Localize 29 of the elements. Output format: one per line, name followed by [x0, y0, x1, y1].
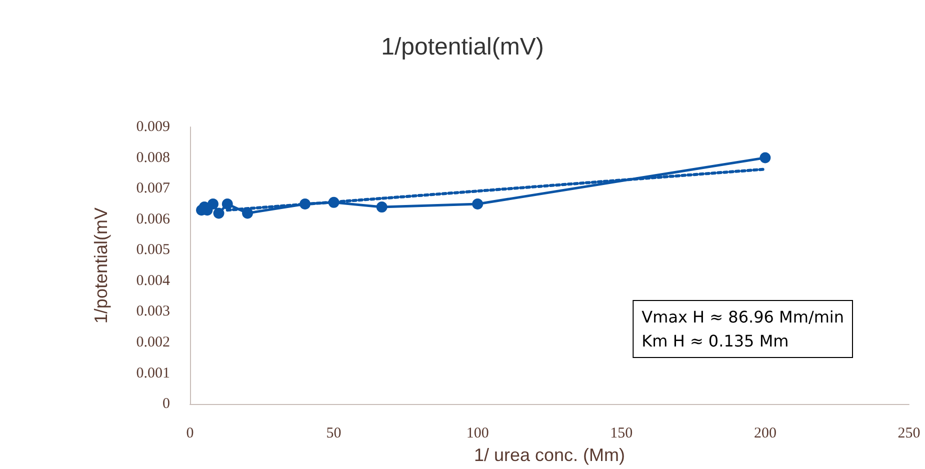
y-tick-label: 0.007: [136, 180, 170, 197]
point: [376, 202, 388, 213]
point: [213, 208, 224, 219]
y-tick-label: 0.002: [136, 334, 170, 351]
point: [300, 198, 311, 210]
point: [472, 198, 484, 210]
annotation: Vmax H ≈ 86.96 Mm/min Km H ≈ 0.135 Mm: [642, 308, 844, 350]
y-tick-label: 0.004: [136, 272, 170, 289]
x-tick-label: 150: [610, 426, 633, 442]
x-axis-title: 1/ urea conc. (Mm): [474, 445, 626, 465]
x-tick-label: 0: [186, 426, 194, 442]
y-axis-title: 1/potential(mV: [91, 208, 111, 324]
point: [222, 198, 233, 210]
point: [328, 196, 340, 208]
y-tick-label: 0.006: [136, 211, 170, 228]
x-tick-label: 250: [898, 426, 920, 442]
point: [208, 198, 219, 210]
y-tick-label: 0.005: [136, 242, 170, 258]
y-tick-label: 0.008: [136, 150, 170, 166]
point: [242, 208, 254, 219]
x-tick-label: 100: [466, 426, 489, 442]
x-tick-label: 200: [754, 426, 776, 442]
y-tick-label: 0.003: [136, 304, 170, 320]
y-tick-label: 0.001: [136, 365, 170, 382]
y-tick-label: 0.009: [136, 119, 170, 135]
x-tick-label: 50: [326, 426, 342, 442]
point: [760, 152, 771, 164]
y-tick-label: 0: [162, 396, 170, 412]
chart-title: 1/potential(mV): [381, 34, 544, 60]
